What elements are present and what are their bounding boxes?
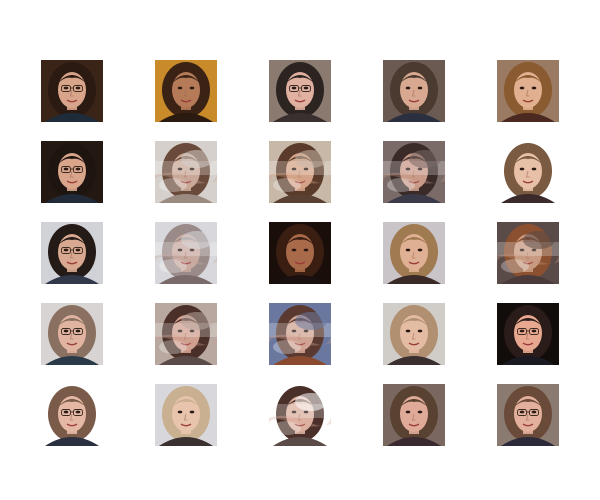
face-image-tile	[41, 384, 103, 446]
face-image-tile	[155, 384, 217, 446]
face-image-tile	[497, 303, 559, 365]
generated-face-image	[155, 222, 217, 284]
generated-face-image	[41, 141, 103, 203]
generated-face-image	[41, 303, 103, 365]
face-image-tile	[269, 222, 331, 284]
face-image-tile	[269, 303, 331, 365]
face-image-tile	[155, 141, 217, 203]
face-image-tile	[41, 222, 103, 284]
generated-face-image	[383, 384, 445, 446]
generated-face-image	[497, 384, 559, 446]
face-image-tile	[497, 60, 559, 122]
generated-face-image	[269, 222, 331, 284]
face-image-tile	[41, 303, 103, 365]
generated-face-image	[41, 60, 103, 122]
generated-face-image	[497, 303, 559, 365]
face-image-tile	[383, 384, 445, 446]
face-image-tile	[383, 222, 445, 284]
face-image-tile	[497, 384, 559, 446]
face-image-tile	[269, 141, 331, 203]
face-image-tile	[155, 222, 217, 284]
generated-face-image	[383, 303, 445, 365]
generated-face-image	[383, 60, 445, 122]
generated-face-image	[383, 141, 445, 203]
generated-face-image	[41, 222, 103, 284]
generated-face-image	[497, 60, 559, 122]
generated-face-image	[497, 222, 559, 284]
generated-face-image	[269, 60, 331, 122]
face-image-tile	[383, 303, 445, 365]
face-image-tile	[497, 141, 559, 203]
generated-face-image	[155, 303, 217, 365]
generated-face-image	[155, 60, 217, 122]
generated-face-image	[269, 141, 331, 203]
generated-face-image	[155, 141, 217, 203]
face-image-tile	[269, 384, 331, 446]
face-image-tile	[155, 303, 217, 365]
face-image-tile	[383, 60, 445, 122]
face-image-tile	[383, 141, 445, 203]
face-image-tile	[41, 60, 103, 122]
face-image-tile	[497, 222, 559, 284]
generated-face-image	[497, 141, 559, 203]
generated-face-image	[269, 303, 331, 365]
generated-face-image	[269, 384, 331, 446]
face-image-tile	[155, 60, 217, 122]
generated-face-image	[41, 384, 103, 446]
face-image-tile	[41, 141, 103, 203]
generated-face-image	[155, 384, 217, 446]
generated-face-image	[383, 222, 445, 284]
face-image-tile	[269, 60, 331, 122]
